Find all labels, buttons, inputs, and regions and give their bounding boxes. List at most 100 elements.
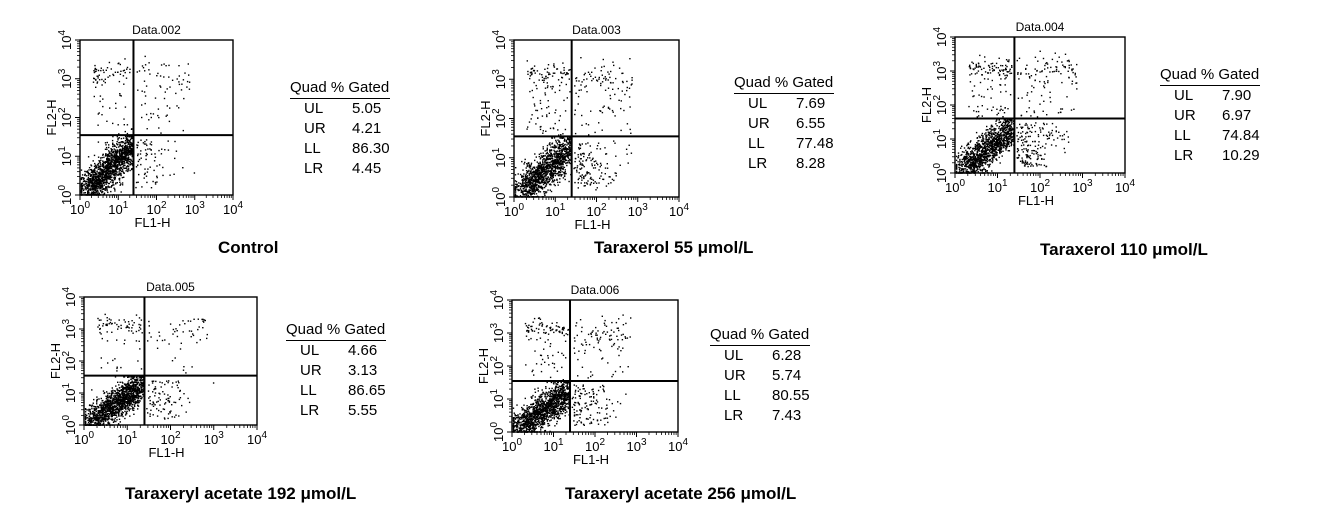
event-dot-ll [130,158,132,161]
event-dot-ll [558,170,560,173]
scatter-dots [514,57,633,198]
event-dot-lr [136,144,138,146]
event-dot-ll [537,170,540,172]
event-dot-ll [108,163,111,165]
x-tick-exponent: 0 [518,202,524,213]
event-dot-ll [89,174,92,176]
event-dot-ll [88,179,90,182]
event-dot-ll [993,145,995,148]
event-dot-ll [523,178,525,180]
x-tick-exponent: 2 [161,200,167,211]
event-dot-ur [598,78,600,80]
event-dot-ll [106,181,108,184]
event-dot-ll [87,190,90,192]
event-dot-lr [577,156,580,158]
event-dot-ll [990,126,992,128]
event-dot-ll [105,171,107,174]
event-dot-ul [106,67,109,69]
event-dot-ll [1003,144,1005,146]
event-dot-ll [1003,138,1005,140]
event-dot-ll [1006,125,1009,127]
event-dot-ll [979,144,982,146]
event-dot-ll [92,178,94,180]
event-dot-ll [114,188,116,190]
event-dot-ll [125,146,127,148]
event-dot-ll [993,131,995,133]
event-dot-ll [998,141,1000,144]
event-dot-ll [563,175,566,177]
event-dot-ll [536,187,538,190]
event-dot-ll [539,191,542,193]
event-dot-ll [970,151,972,153]
event-dot-ul [552,85,554,88]
event-dot-ll [1002,131,1004,133]
event-dot-ll [567,148,569,150]
event-dot-ll [995,149,997,151]
event-dot-ll [992,147,994,150]
event-dot-ll [518,189,521,191]
event-dot-ll [101,184,104,186]
event-dot-ul [558,119,560,122]
event-dot-ll [565,172,567,175]
event-dot-lr [150,153,153,155]
event-dot-ll [988,146,990,149]
event-dot-ll [1009,124,1012,126]
event-dot-ll [568,158,571,161]
event-dot-ll [96,185,98,187]
event-dot-ll [532,174,534,176]
event-dot-ll [127,156,130,158]
event-dot-ll [108,162,111,164]
event-dot-ur [609,94,611,97]
event-dot-lr [578,148,581,150]
event-dot-lr [579,163,581,166]
event-dot-ll [116,135,118,138]
event-dot-ll [124,152,127,154]
event-dot-ll [523,190,525,192]
event-dot-ll [125,140,127,142]
event-dot-ll [982,164,984,167]
event-dot-ll [983,167,985,169]
event-dot-ll [999,151,1001,154]
event-dot-ur [599,110,601,112]
event-dot-ll [550,171,552,173]
event-dot-ll [975,159,978,161]
event-dot-ll [553,144,556,146]
event-dot-ll [111,154,113,157]
event-dot-ll [562,167,564,169]
event-dot-ll [964,158,966,160]
event-dot-ll [531,185,533,187]
event-dot-ll [967,170,969,173]
event-dot-ll [99,189,102,192]
event-dot-ll [554,147,556,149]
event-dot-ll [528,173,530,175]
event-dot-ll [964,162,966,164]
event-dot-ll [975,163,977,165]
event-dot-ll [547,179,549,181]
event-dot-lr [578,147,580,149]
event-dot-ul [543,77,545,80]
event-dot-ll [983,138,985,140]
event-dot-lr [174,157,176,160]
event-dot-ur [160,64,163,66]
event-dot-ll [534,177,536,179]
event-dot-ll [122,157,124,159]
event-dot-lr [586,173,588,175]
event-dot-ur [184,72,186,74]
event-dot-ul [123,83,125,85]
event-dot-ll [535,171,538,173]
event-dot-ll [111,172,113,174]
event-dot-ll [98,178,101,181]
event-dot-ll [113,148,115,150]
event-dot-ll [566,149,568,151]
event-dot-ll [112,150,115,153]
event-dot-ll [563,166,566,169]
event-dot-ll [547,176,549,178]
event-dot-ul [566,73,568,75]
event-dot-ll [115,175,117,177]
event-dot-lr [625,148,628,150]
event-dot-ll [88,184,90,186]
event-dot-ll [108,144,110,146]
event-dot-ll [988,149,991,151]
event-dot-ll [122,141,125,143]
event-dot-lr [143,177,145,179]
